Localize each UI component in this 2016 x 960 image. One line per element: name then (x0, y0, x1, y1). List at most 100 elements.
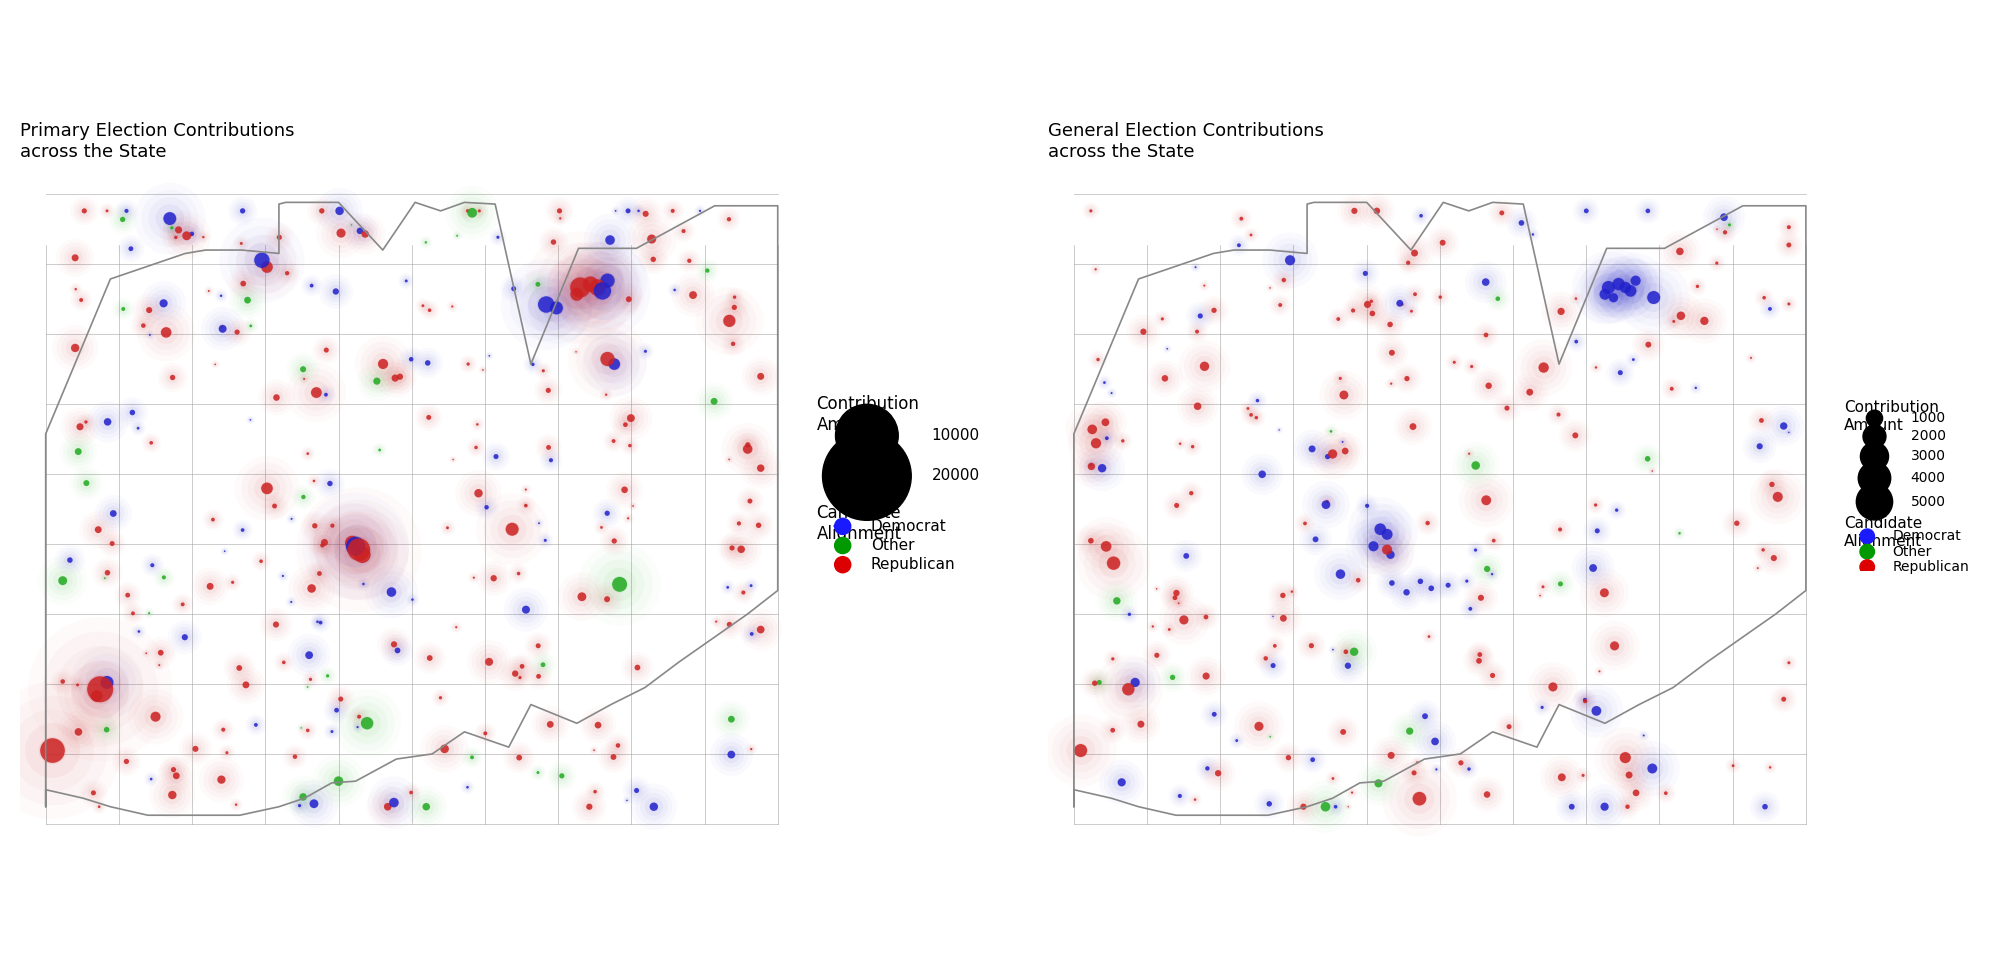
Circle shape (550, 239, 556, 245)
Circle shape (546, 721, 554, 728)
Circle shape (1206, 766, 1210, 771)
Circle shape (97, 805, 101, 808)
Circle shape (536, 674, 540, 679)
Circle shape (710, 397, 718, 405)
Circle shape (1500, 210, 1504, 215)
Circle shape (145, 307, 153, 314)
Circle shape (625, 208, 631, 214)
Circle shape (1369, 310, 1375, 317)
Circle shape (577, 592, 587, 602)
Circle shape (1173, 595, 1177, 600)
Circle shape (1403, 588, 1409, 596)
Circle shape (1762, 548, 1764, 552)
Circle shape (1286, 755, 1292, 760)
Circle shape (1429, 586, 1433, 591)
Circle shape (306, 729, 310, 732)
Circle shape (240, 280, 246, 287)
Circle shape (260, 560, 262, 564)
Circle shape (524, 504, 528, 508)
Circle shape (85, 420, 89, 423)
Circle shape (1169, 675, 1175, 681)
Circle shape (1282, 277, 1286, 282)
Circle shape (1454, 361, 1456, 364)
Circle shape (1405, 728, 1413, 734)
Circle shape (530, 363, 534, 366)
Circle shape (272, 621, 278, 628)
Circle shape (1280, 614, 1286, 622)
Circle shape (411, 598, 413, 601)
Circle shape (1574, 298, 1577, 300)
Circle shape (1484, 333, 1488, 337)
Circle shape (1772, 492, 1782, 502)
Circle shape (1478, 594, 1484, 601)
Circle shape (1258, 470, 1266, 478)
Circle shape (621, 487, 627, 493)
Circle shape (673, 289, 675, 291)
Circle shape (1236, 739, 1238, 742)
Circle shape (335, 708, 339, 712)
Circle shape (1284, 255, 1294, 265)
Circle shape (728, 622, 732, 627)
Circle shape (109, 510, 117, 517)
Circle shape (1327, 449, 1339, 459)
Circle shape (77, 684, 79, 686)
Circle shape (1770, 555, 1778, 562)
Circle shape (1204, 614, 1208, 619)
Circle shape (1117, 779, 1125, 786)
Circle shape (1468, 607, 1472, 611)
Circle shape (91, 690, 103, 702)
Circle shape (1699, 317, 1708, 325)
Circle shape (536, 771, 540, 774)
Circle shape (395, 648, 401, 654)
Circle shape (1762, 296, 1766, 300)
Circle shape (1601, 588, 1609, 597)
Circle shape (474, 445, 478, 449)
Circle shape (1445, 583, 1452, 588)
Circle shape (282, 660, 286, 664)
Circle shape (1556, 307, 1564, 316)
Circle shape (298, 793, 306, 801)
Circle shape (306, 584, 317, 593)
Circle shape (208, 583, 214, 589)
Circle shape (1111, 658, 1115, 660)
Circle shape (319, 621, 323, 624)
Circle shape (1331, 430, 1333, 433)
Circle shape (1111, 392, 1113, 395)
Polygon shape (1075, 203, 1806, 815)
Circle shape (1097, 680, 1103, 685)
Circle shape (1341, 729, 1347, 735)
Circle shape (109, 541, 115, 546)
Circle shape (1756, 567, 1758, 569)
Circle shape (1413, 293, 1417, 296)
Circle shape (321, 543, 325, 547)
Circle shape (738, 545, 746, 553)
Circle shape (218, 776, 226, 783)
Circle shape (756, 464, 764, 472)
Circle shape (325, 393, 329, 396)
Circle shape (593, 790, 597, 793)
Circle shape (1302, 521, 1306, 525)
Circle shape (1478, 595, 1484, 601)
Circle shape (254, 252, 270, 268)
Text: Contribution
Amount: Contribution Amount (816, 396, 919, 434)
Circle shape (1504, 405, 1510, 411)
Circle shape (512, 670, 518, 677)
Circle shape (379, 448, 381, 451)
Circle shape (339, 696, 343, 702)
Circle shape (1341, 447, 1349, 455)
Circle shape (71, 344, 81, 352)
Circle shape (1583, 698, 1587, 702)
Circle shape (1325, 454, 1331, 460)
Circle shape (282, 660, 286, 664)
Circle shape (1131, 678, 1141, 687)
Circle shape (1278, 303, 1282, 307)
Circle shape (627, 517, 629, 519)
Circle shape (1091, 438, 1101, 449)
Circle shape (1387, 752, 1395, 759)
Circle shape (1482, 495, 1492, 505)
Circle shape (1101, 541, 1111, 552)
Circle shape (83, 480, 89, 486)
Circle shape (1113, 597, 1121, 605)
Circle shape (1087, 424, 1097, 434)
Circle shape (1732, 764, 1734, 767)
